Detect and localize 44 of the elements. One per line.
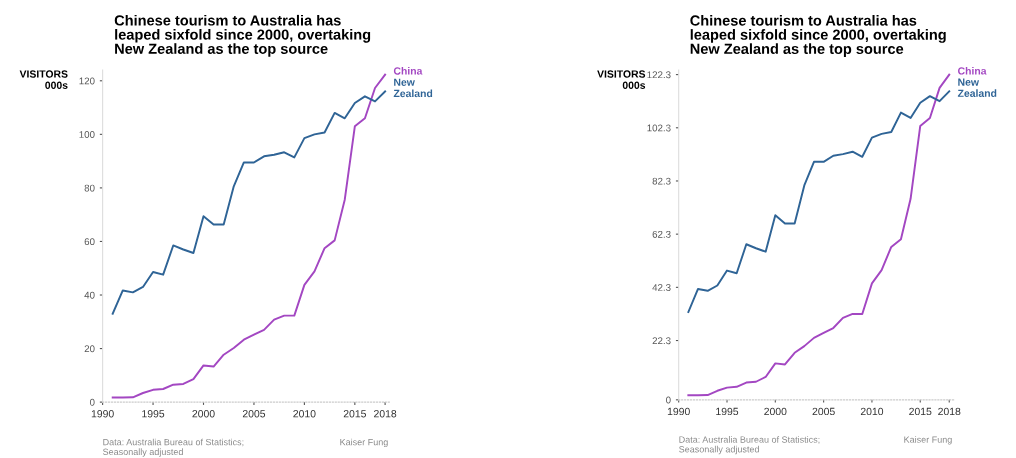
y-tick-label: 100 bbox=[79, 131, 95, 138]
x-tick-label: 2015 bbox=[909, 407, 932, 416]
line-series bbox=[687, 90, 951, 314]
y-tick-label: 60 bbox=[84, 238, 95, 246]
x-tick-label: 2018 bbox=[374, 410, 397, 418]
x-tick-label: 1990 bbox=[667, 407, 690, 416]
y-tick-label: 120 bbox=[79, 77, 95, 85]
x-tick-label: 2000 bbox=[192, 410, 215, 418]
y-tick-label: 122.3 bbox=[647, 71, 671, 79]
x-tick-label: 2005 bbox=[242, 410, 266, 418]
y-tick-label: 62.3 bbox=[652, 230, 671, 238]
chart-title: Chinese tourism to Australia has leaped sixfold since 2000, overtaking New Zealand as the top source bbox=[114, 14, 371, 57]
y-tick-label: 0 bbox=[666, 396, 671, 404]
line-series bbox=[111, 90, 387, 315]
y-tick-label: 0 bbox=[89, 398, 95, 406]
y-tick-label: 20 bbox=[84, 345, 95, 353]
x-tick-label: 2010 bbox=[860, 407, 884, 416]
y-axis-title: VISITORS 000s bbox=[597, 70, 646, 89]
line-series bbox=[687, 73, 951, 397]
text: Data: Australia Bureau of Statistics; Seasonally adjusted bbox=[679, 436, 820, 455]
text: Kaiser Fung bbox=[340, 438, 388, 448]
y-tick-label: 80 bbox=[84, 184, 95, 192]
x-tick-label: 2010 bbox=[293, 410, 316, 418]
text: Data: Australia Bureau of Statistics; Seasonally adjusted bbox=[103, 438, 244, 457]
series-label: New Zealand bbox=[393, 78, 433, 98]
x-tick-label: 2018 bbox=[938, 407, 961, 416]
series-label: New Zealand bbox=[957, 78, 997, 97]
y-tick-label: 42.3 bbox=[652, 284, 671, 291]
y-axis-title: VISITORS 000s bbox=[19, 70, 68, 89]
line-series bbox=[111, 73, 387, 399]
y-tick-label: 22.3 bbox=[652, 337, 671, 345]
series-label: China bbox=[393, 66, 423, 75]
x-tick-label: 1995 bbox=[142, 410, 165, 418]
x-tick-label: 2000 bbox=[764, 407, 787, 416]
series-label: China bbox=[958, 66, 987, 75]
x-tick-label: 1995 bbox=[716, 407, 739, 416]
x-tick-label: 2015 bbox=[343, 410, 366, 418]
y-tick-label: 102.3 bbox=[647, 124, 671, 132]
x-tick-label: 2005 bbox=[812, 407, 835, 416]
text: Kaiser Fung bbox=[904, 436, 952, 445]
y-tick-label: 82.3 bbox=[652, 177, 671, 185]
y-tick-label: 40 bbox=[84, 291, 95, 299]
x-tick-label: 1990 bbox=[91, 410, 114, 418]
chart-title: Chinese tourism to Australia has leaped sixfold since 2000, overtaking New Zealand as the top source bbox=[690, 14, 946, 57]
